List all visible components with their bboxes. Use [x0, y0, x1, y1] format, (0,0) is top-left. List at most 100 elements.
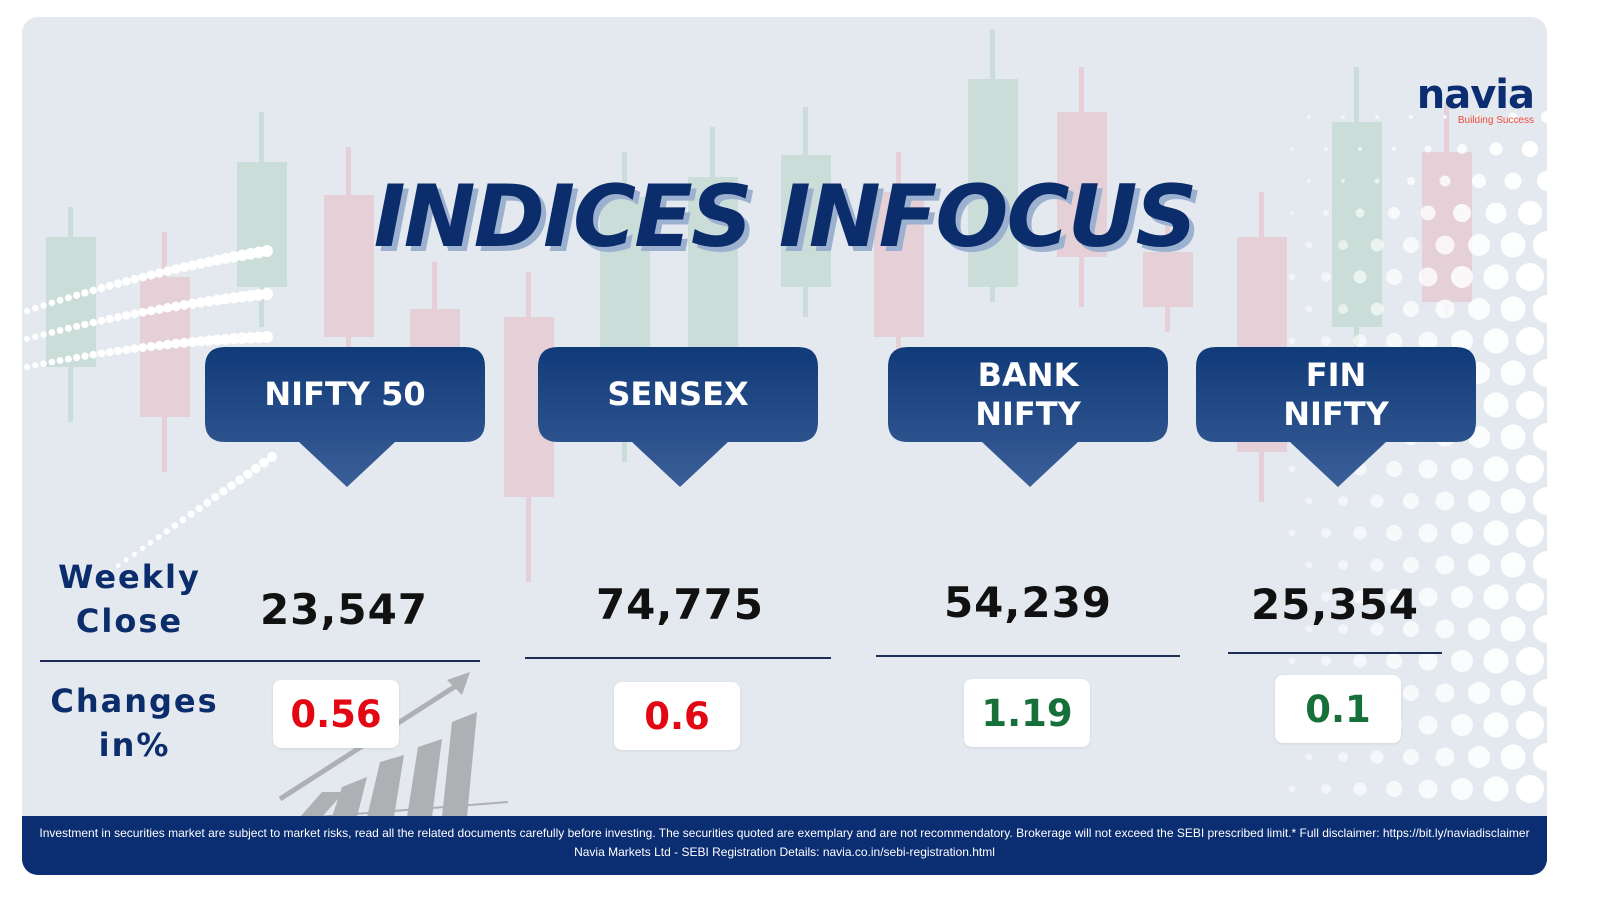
index-callout-bank-nifty: BANK NIFTY	[888, 347, 1168, 487]
decor-dot	[1375, 115, 1379, 119]
decor-dot	[1533, 423, 1547, 451]
decor-dot	[162, 266, 173, 276]
decor-dot	[122, 277, 131, 286]
decor-dot	[1403, 301, 1419, 317]
decor-dot	[195, 258, 206, 269]
decor-dot	[1418, 331, 1438, 351]
decor-dot	[1341, 179, 1345, 183]
decor-dot	[1500, 424, 1526, 450]
change-badge-nifty50: 0.56	[273, 680, 399, 748]
decor-dot	[187, 260, 198, 271]
decor-dot	[1500, 296, 1526, 322]
candlestick	[781, 107, 831, 317]
decor-dot	[97, 316, 106, 325]
decor-dot	[228, 292, 240, 304]
decor-dot	[1321, 592, 1331, 602]
decor-dot	[1341, 115, 1345, 119]
decor-dot	[1453, 204, 1471, 222]
decor-dot	[130, 309, 139, 319]
decor-dot	[1353, 526, 1367, 540]
disclaimer-footer: Investment in securities market are subj…	[22, 816, 1547, 875]
decor-dot	[187, 298, 198, 309]
change-badge-sensex: 0.6	[614, 682, 740, 750]
decor-dot	[1443, 115, 1447, 119]
decor-dot	[1409, 115, 1413, 119]
decor-dot	[1323, 210, 1329, 216]
callout-shape	[538, 347, 818, 487]
decor-dot	[1370, 750, 1384, 764]
decor-dot	[1370, 238, 1384, 252]
decor-dot	[105, 314, 114, 323]
decor-dot	[235, 475, 245, 485]
decor-dot	[1468, 682, 1490, 704]
decor-dot	[1418, 523, 1438, 543]
decor-dot	[203, 295, 215, 307]
decor-dot	[1290, 147, 1294, 151]
decor-dot	[1353, 782, 1367, 796]
decor-dot	[24, 308, 30, 314]
decor-dot	[211, 334, 223, 346]
decor-dot	[1508, 112, 1518, 122]
decor-dot	[113, 313, 123, 322]
decor-dot	[1533, 551, 1547, 579]
decor-dot	[1418, 459, 1438, 479]
decor-dot	[1374, 178, 1380, 184]
weekly-close-label: Weekly Close	[58, 558, 201, 640]
decor-dot	[1451, 330, 1473, 352]
decor-dot	[1386, 461, 1402, 477]
decor-dot	[131, 551, 137, 557]
decor-dot	[171, 301, 181, 312]
decor-dot	[122, 311, 131, 320]
decor-dot	[1388, 207, 1400, 219]
decor-dot	[56, 357, 64, 364]
decor-dot	[113, 279, 123, 288]
logo-wordmark: navia	[1394, 73, 1535, 117]
decor-dot	[220, 293, 232, 305]
decor-dot	[1424, 145, 1432, 153]
decor-dot	[1353, 334, 1367, 348]
decor-dot	[1516, 391, 1544, 419]
decor-dot	[1435, 747, 1455, 767]
decor-dot	[115, 563, 121, 568]
decor-dot	[171, 522, 179, 529]
decor-dot	[130, 274, 139, 284]
decor-dot	[220, 333, 232, 345]
index-callout-fin-nifty: FIN NIFTY	[1196, 347, 1476, 487]
decor-dot	[179, 516, 187, 524]
decor-dot	[1483, 328, 1509, 354]
decor-dot	[1483, 520, 1509, 546]
decor-dot	[1516, 455, 1544, 483]
decor-dot	[211, 254, 223, 266]
decor-dot	[81, 352, 89, 360]
decor-dot	[155, 534, 162, 540]
decor-dot	[203, 256, 215, 268]
decor-dot	[211, 493, 220, 501]
decor-dot	[130, 344, 139, 353]
decor-dot	[251, 463, 261, 474]
decor-dot	[1483, 392, 1509, 418]
decor-dot	[1468, 618, 1490, 640]
decor-dot	[40, 360, 47, 367]
index-name: BANK NIFTY	[975, 355, 1081, 433]
decor-dot	[1386, 525, 1402, 541]
decor-dot	[32, 362, 39, 369]
decor-dot	[171, 264, 181, 274]
decor-dot	[1370, 622, 1384, 636]
decor-dot	[40, 302, 47, 309]
decor-dot	[97, 349, 106, 358]
decor-dot	[1451, 266, 1473, 288]
navia-logo: navia Building Success	[1394, 73, 1535, 126]
decor-dot	[1500, 552, 1526, 578]
decor-dot	[1451, 650, 1473, 672]
decor-dot	[211, 294, 223, 306]
decor-dot	[1533, 487, 1547, 515]
decor-dot	[89, 318, 98, 327]
decor-dot	[107, 569, 113, 574]
decor-dot	[261, 288, 273, 300]
decor-dot	[1472, 174, 1486, 188]
decor-dot	[1533, 615, 1547, 643]
decor-dot	[1483, 648, 1509, 674]
decor-dot	[1533, 295, 1547, 323]
decor-dot	[139, 545, 146, 552]
decor-dot	[219, 487, 228, 496]
